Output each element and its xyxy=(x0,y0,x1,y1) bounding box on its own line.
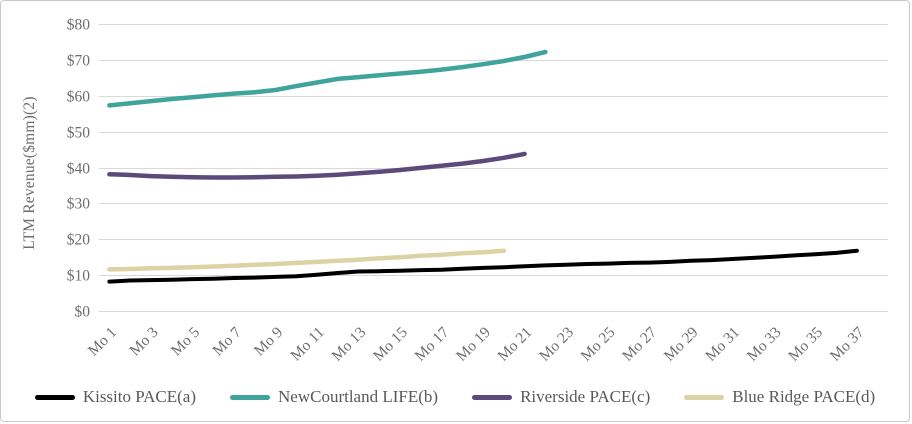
y-tick-label: $30 xyxy=(67,196,91,213)
x-tick-label: Mo 7 xyxy=(209,324,245,360)
y-tick-label: $40 xyxy=(67,161,91,178)
x-tick-label: Mo 31 xyxy=(702,324,743,365)
x-tick-label: Mo 17 xyxy=(411,324,452,365)
x-tick-label: Mo 11 xyxy=(287,324,328,365)
y-tick-label: $60 xyxy=(67,89,91,106)
legend-line-swatch-black xyxy=(34,394,75,400)
legend: Kissito PACE(a) NewCourtland LIFE(b) Riv… xyxy=(1,387,909,407)
y-tick-label: $50 xyxy=(67,125,91,142)
legend-label: NewCourtland LIFE(b) xyxy=(278,387,439,406)
x-tick-label: Mo 1 xyxy=(85,324,120,359)
legend-label: Blue Ridge PACE(d) xyxy=(732,387,876,406)
series-line-1 xyxy=(107,248,859,284)
x-tick-label: Mo 5 xyxy=(168,324,204,360)
x-tick-label: Mo 35 xyxy=(785,324,826,365)
legend-item-blueridge: Blue Ridge PACE(d) xyxy=(684,387,875,407)
x-tick-label: Mo 33 xyxy=(744,324,785,365)
y-tick-label: $10 xyxy=(67,268,91,285)
legend-line-swatch-tan xyxy=(684,394,725,400)
x-tick-label: Mo 27 xyxy=(619,324,660,365)
y-tick-label: $80 xyxy=(67,17,91,34)
legend-item-riverside: Riverside PACE(c) xyxy=(472,387,650,407)
x-tick-label: Mo 29 xyxy=(661,324,702,365)
x-tick-label: Mo 15 xyxy=(370,324,411,365)
legend-label: Kissito PACE(a) xyxy=(82,387,197,406)
y-tick-label: $0 xyxy=(75,304,91,321)
x-tick-label: Mo 13 xyxy=(328,324,369,365)
legend-line-swatch-purple xyxy=(472,394,513,400)
x-tick-label: Mo 3 xyxy=(126,324,162,360)
y-axis-title: LTM Revenue($mm)(2) xyxy=(21,96,38,250)
legend-label: Riverside PACE(c) xyxy=(520,387,651,406)
series-line-2 xyxy=(107,49,548,108)
y-tick-label: $20 xyxy=(67,232,91,249)
x-tick-label: Mo 23 xyxy=(536,324,577,365)
y-tick-label: $70 xyxy=(67,53,91,70)
legend-line-swatch-teal xyxy=(230,394,271,400)
x-tick-label: Mo 25 xyxy=(578,324,619,365)
x-tick-label: Mo 37 xyxy=(827,324,868,365)
series-line-4 xyxy=(107,248,507,272)
x-tick-label: Mo 21 xyxy=(494,324,535,365)
series-line-3 xyxy=(107,151,527,180)
legend-item-newcourtland: NewCourtland LIFE(b) xyxy=(230,387,438,407)
x-tick-label: Mo 19 xyxy=(453,324,494,365)
x-tick-label: Mo 9 xyxy=(251,324,287,360)
legend-item-kissito: Kissito PACE(a) xyxy=(34,387,197,407)
